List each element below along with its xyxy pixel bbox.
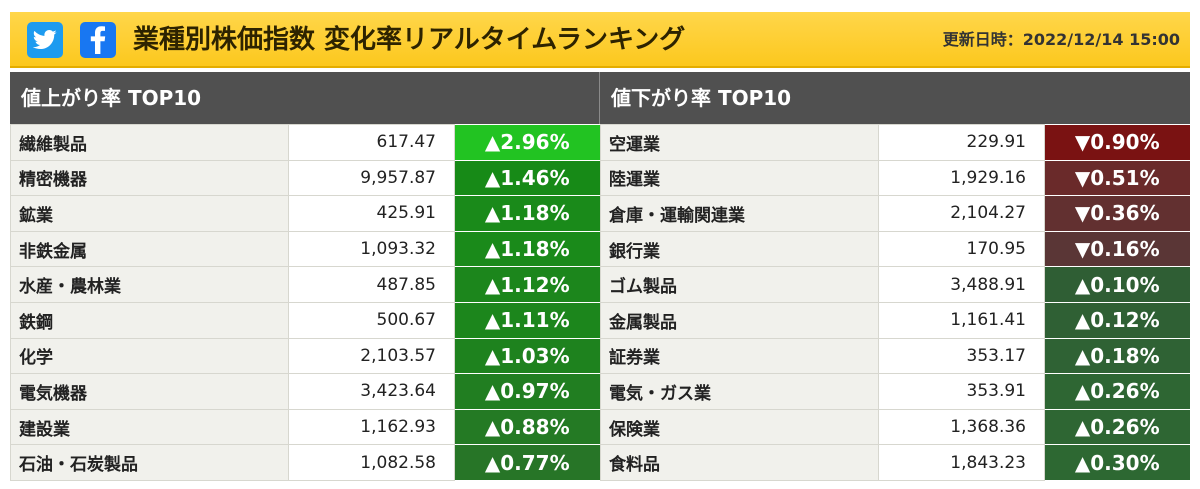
gainers-change-rate: ▲1.12% [454,266,602,303]
gainers-sector-name: 非鉄金属 [10,230,289,268]
gainers-table-row[interactable]: 水産・農林業 487.85 ▲1.12% [10,266,602,303]
losers-table: 空運業 229.91 ▼0.90% 陸運業 1,929.16 ▼0.51% 倉庫・運輸関連業… [600,124,1192,481]
gainers-title: 値上がり率 TOP10 [10,72,600,124]
losers-sector-name: 保険業 [600,408,879,446]
losers-index-value: 170.95 [878,230,1045,268]
gainers-sector-name: 精密機器 [10,159,289,197]
losers-change-rate: ▲0.12% [1044,301,1192,339]
losers-change-rate: ▲0.26% [1044,373,1192,410]
losers-index-value: 353.91 [878,373,1045,410]
facebook-share-button[interactable] [80,22,116,58]
losers-index-value: 2,104.27 [878,195,1045,232]
losers-sector-name: 電気・ガス業 [600,373,879,410]
losers-change-rate: ▼0.51% [1044,159,1192,197]
losers-sector-name: 陸運業 [600,159,879,197]
gainers-sector-name: 化学 [10,337,289,375]
losers-sector-name: ゴム製品 [600,266,879,303]
gainers-table-row[interactable]: 繊維製品 617.47 ▲2.96% [10,124,602,161]
facebook-icon [90,26,106,54]
losers-sector-name: 証券業 [600,337,879,375]
gainers-sector-name: 繊維製品 [10,124,289,161]
gainers-change-rate: ▲1.03% [454,337,602,375]
losers-panel: 値下がり率 TOP10 空運業 229.91 ▼0.90% 陸運業 1,929.16 ▼0… [600,72,1192,481]
losers-table-row[interactable]: ゴム製品 3,488.91 ▲0.10% [600,266,1192,303]
gainers-index-value: 617.47 [288,124,455,161]
gainers-sector-name: 電気機器 [10,373,289,410]
gainers-sector-name: 鉄鋼 [10,301,289,339]
gainers-index-value: 500.67 [288,301,455,339]
losers-table-row[interactable]: 空運業 229.91 ▼0.90% [600,124,1192,161]
losers-title: 値下がり率 TOP10 [600,72,1190,124]
gainers-table-row[interactable]: 電気機器 3,423.64 ▲0.97% [10,373,602,410]
losers-change-rate: ▼0.90% [1044,124,1192,161]
losers-index-value: 229.91 [878,124,1045,161]
losers-table-row[interactable]: 陸運業 1,929.16 ▼0.51% [600,159,1192,197]
gainers-change-rate: ▲0.77% [454,444,602,481]
gainers-index-value: 1,082.58 [288,444,455,481]
gainers-table-row[interactable]: 非鉄金属 1,093.32 ▲1.18% [10,230,602,268]
updated-value: 2022/12/14 15:00 [1022,30,1180,49]
losers-table-row[interactable]: 食料品 1,843.23 ▲0.30% [600,444,1192,481]
gainers-change-rate: ▲1.11% [454,301,602,339]
losers-table-row[interactable]: 電気・ガス業 353.91 ▲0.26% [600,373,1192,410]
losers-index-value: 1,929.16 [878,159,1045,197]
losers-sector-name: 食料品 [600,444,879,481]
losers-sector-name: 銀行業 [600,230,879,268]
header-bar: 業種別株価指数 変化率リアルタイムランキング 更新日時：2022/12/14 1… [10,12,1190,68]
gainers-index-value: 425.91 [288,195,455,232]
gainers-change-rate: ▲0.97% [454,373,602,410]
gainers-panel: 値上がり率 TOP10 繊維製品 617.47 ▲2.96% 精密機器 9,957.87… [10,72,602,481]
losers-index-value: 353.17 [878,337,1045,375]
gainers-sector-name: 鉱業 [10,195,289,232]
gainers-index-value: 2,103.57 [288,337,455,375]
gainers-sector-name: 水産・農林業 [10,266,289,303]
losers-index-value: 1,843.23 [878,444,1045,481]
updated-datetime: 更新日時：2022/12/14 15:00 [943,12,1180,68]
losers-table-row[interactable]: 銀行業 170.95 ▼0.16% [600,230,1192,268]
gainers-table-row[interactable]: 建設業 1,162.93 ▲0.88% [10,408,602,446]
gainers-sector-name: 石油・石炭製品 [10,444,289,481]
twitter-share-button[interactable] [27,22,63,58]
gainers-change-rate: ▲0.88% [454,408,602,446]
gainers-change-rate: ▲1.18% [454,230,602,268]
gainers-index-value: 1,093.32 [288,230,455,268]
gainers-table-row[interactable]: 精密機器 9,957.87 ▲1.46% [10,159,602,197]
losers-index-value: 1,368.36 [878,408,1045,446]
losers-sector-name: 倉庫・運輸関連業 [600,195,879,232]
losers-change-rate: ▲0.30% [1044,444,1192,481]
losers-change-rate: ▼0.16% [1044,230,1192,268]
losers-sector-name: 空運業 [600,124,879,161]
losers-index-value: 1,161.41 [878,301,1045,339]
gainers-table-row[interactable]: 化学 2,103.57 ▲1.03% [10,337,602,375]
losers-table-row[interactable]: 保険業 1,368.36 ▲0.26% [600,408,1192,446]
losers-change-rate: ▼0.36% [1044,195,1192,232]
losers-change-rate: ▲0.26% [1044,408,1192,446]
gainers-change-rate: ▲2.96% [454,124,602,161]
gainers-change-rate: ▲1.46% [454,159,602,197]
losers-index-value: 3,488.91 [878,266,1045,303]
losers-change-rate: ▲0.18% [1044,337,1192,375]
gainers-table-row[interactable]: 鉱業 425.91 ▲1.18% [10,195,602,232]
losers-change-rate: ▲0.10% [1044,266,1192,303]
updated-label: 更新日時： [942,30,1023,49]
losers-sector-name: 金属製品 [600,301,879,339]
gainers-sector-name: 建設業 [10,408,289,446]
gainers-index-value: 487.85 [288,266,455,303]
gainers-table: 繊維製品 617.47 ▲2.96% 精密機器 9,957.87 ▲1.46% 鉱業 425.… [10,124,602,481]
gainers-change-rate: ▲1.18% [454,195,602,232]
gainers-table-row[interactable]: 鉄鋼 500.67 ▲1.11% [10,301,602,339]
gainers-index-value: 9,957.87 [288,159,455,197]
twitter-icon [33,30,57,49]
gainers-table-row[interactable]: 石油・石炭製品 1,082.58 ▲0.77% [10,444,602,481]
gainers-index-value: 1,162.93 [288,408,455,446]
losers-table-row[interactable]: 倉庫・運輸関連業 2,104.27 ▼0.36% [600,195,1192,232]
losers-table-row[interactable]: 金属製品 1,161.41 ▲0.12% [600,301,1192,339]
losers-table-row[interactable]: 証券業 353.17 ▲0.18% [600,337,1192,375]
gainers-index-value: 3,423.64 [288,373,455,410]
page-title: 業種別株価指数 変化率リアルタイムランキング [133,25,686,55]
